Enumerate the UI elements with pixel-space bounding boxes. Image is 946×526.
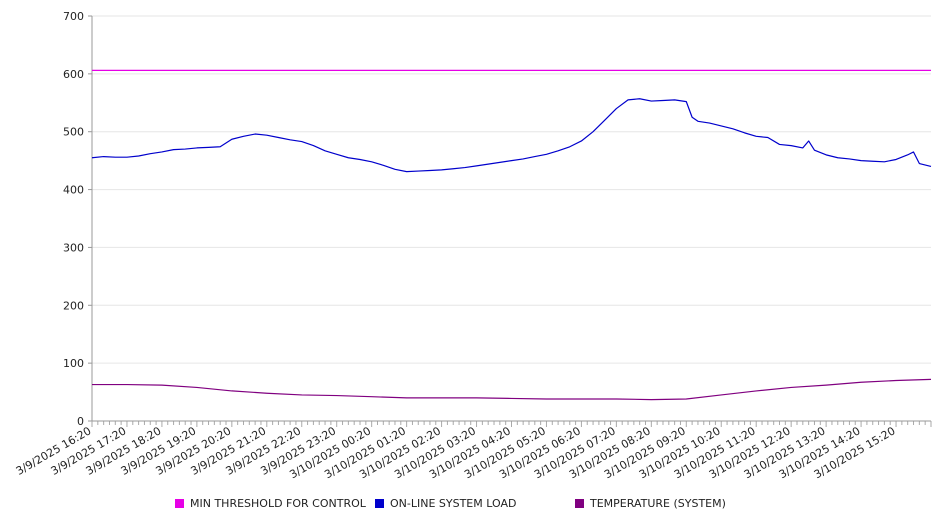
y-tick-label: 300 <box>63 241 84 254</box>
legend-swatch-system-load <box>375 499 384 508</box>
legend: MIN THRESHOLD FOR CONTROL ON-LINE SYSTEM… <box>0 497 946 515</box>
y-tick-label: 200 <box>63 299 84 312</box>
axes <box>91 16 931 422</box>
x-axis-ticks <box>91 421 932 427</box>
legend-swatch-min-threshold <box>175 499 184 508</box>
legend-item-min-threshold: MIN THRESHOLD FOR CONTROL <box>175 497 366 510</box>
y-tick-label: 0 <box>77 415 84 428</box>
x-axis-tick-labels: 3/9/2025 16:203/9/2025 17:203/9/2025 18:… <box>14 424 898 481</box>
y-tick-label: 500 <box>63 126 84 139</box>
legend-label-system-load: ON-LINE SYSTEM LOAD <box>390 497 517 510</box>
grid-lines <box>88 15 931 422</box>
y-tick-label: 600 <box>63 68 84 81</box>
legend-item-system-load: ON-LINE SYSTEM LOAD <box>375 497 516 510</box>
y-tick-label: 400 <box>63 184 84 197</box>
y-tick-label: 100 <box>63 357 84 370</box>
legend-label-min-threshold: MIN THRESHOLD FOR CONTROL <box>190 497 366 510</box>
legend-swatch-temperature <box>575 499 584 508</box>
series-lines <box>91 69 932 401</box>
legend-item-temperature: TEMPERATURE (SYSTEM) <box>575 497 726 510</box>
legend-label-temperature: TEMPERATURE (SYSTEM) <box>590 497 726 510</box>
series-system-load-line <box>91 98 932 173</box>
y-axis-tick-labels: 0 100 200 300 400 500 600 700 <box>63 10 84 428</box>
y-tick-label: 700 <box>63 10 84 23</box>
series-temperature-line <box>92 378 932 401</box>
